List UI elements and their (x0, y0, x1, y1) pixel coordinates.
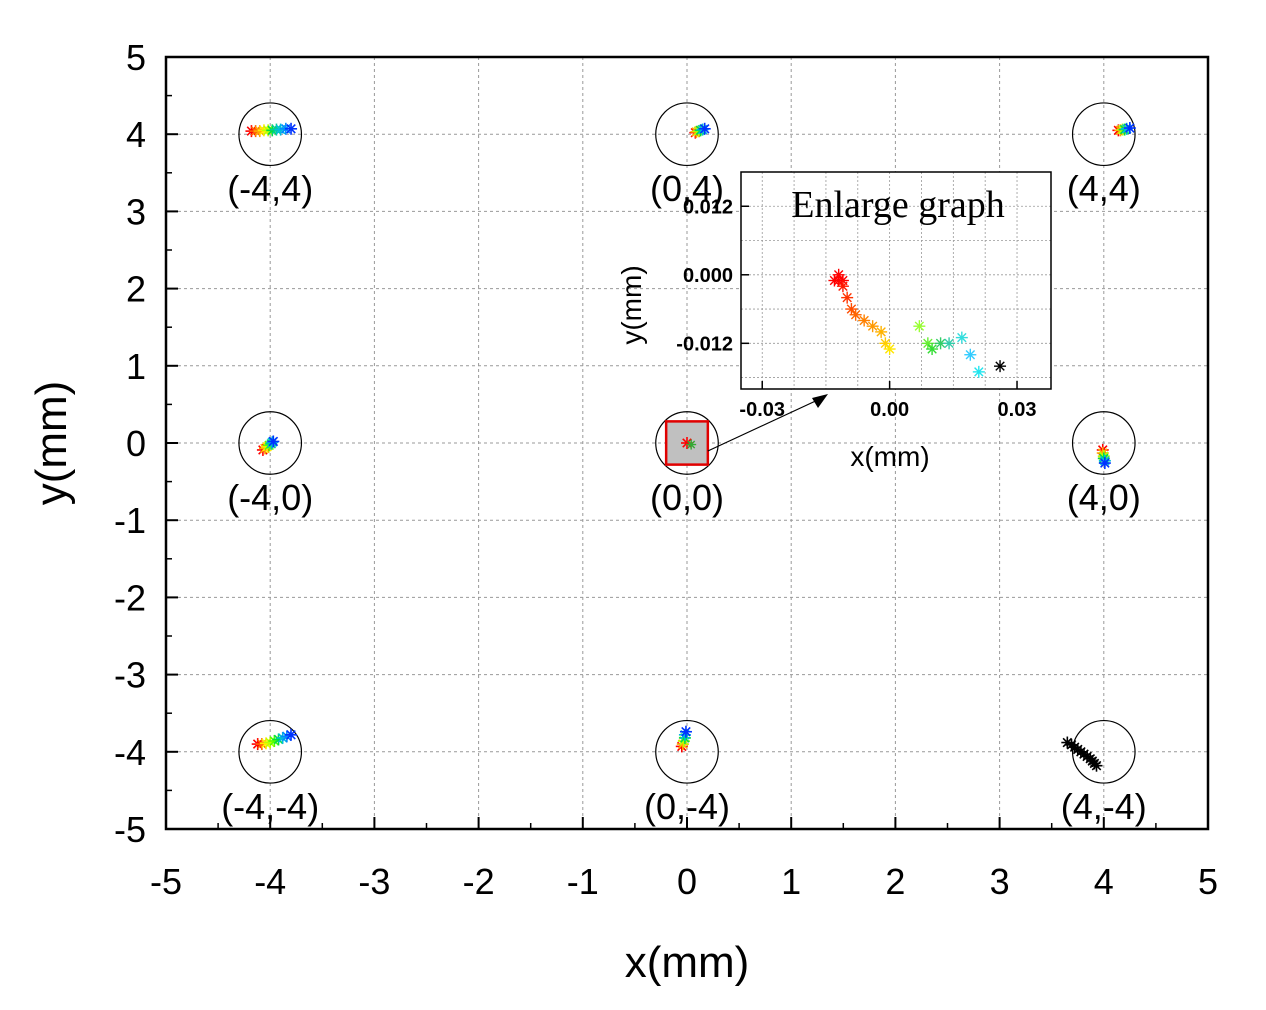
inset-chart: -0.03 0.00 0.03 0.012 0.000 -0.012 Enlarge gr… (616, 171, 1052, 472)
inset-x-tick-label: -0.03 (739, 399, 785, 421)
inset-grid (741, 172, 1051, 389)
y-tick-label: 5 (126, 37, 146, 78)
zoom-arrow-head (812, 394, 828, 408)
y-tick-label: 0 (126, 423, 146, 464)
data-point (285, 728, 298, 741)
inset-data-point (849, 308, 862, 321)
target-circle (1071, 102, 1136, 167)
y-tick-label: 3 (126, 191, 146, 232)
inset-y-axis-label: y(mm) (616, 265, 647, 344)
zoom-arrow-line (707, 397, 823, 452)
target-circle (1071, 411, 1136, 475)
target-circles (238, 102, 1136, 784)
data-point (1098, 457, 1111, 470)
target-circle (1071, 719, 1136, 784)
x-tick-label: 5 (1198, 861, 1218, 902)
main-axis-ticks (165, 56, 1209, 830)
inset-frame (740, 171, 1052, 390)
target-label: (4,4) (1067, 168, 1141, 209)
inset-data-point (934, 337, 947, 350)
y-tick-label: 4 (126, 114, 146, 155)
x-tick-label: 3 (990, 861, 1010, 902)
target-label: (0,4) (650, 168, 724, 209)
y-tick-label: -2 (114, 577, 146, 618)
inset-x-tick-label: 0.00 (870, 399, 909, 421)
target-circle (655, 411, 719, 475)
target-circle (655, 102, 719, 167)
zoom-highlight (664, 394, 828, 466)
inset-y-tick-label: 0.012 (683, 196, 733, 218)
x-tick-label: -1 (567, 861, 599, 902)
inset-data-point (858, 314, 871, 327)
inset-data-point (841, 291, 854, 304)
data-point (1090, 759, 1103, 772)
inset-data-point (883, 343, 896, 356)
y-tick-label: 2 (126, 269, 146, 310)
data-point (698, 122, 711, 135)
inset-data-point (913, 320, 926, 333)
y-tick-label: 1 (126, 346, 146, 387)
target-circle (655, 719, 719, 784)
inset-data-point (964, 348, 977, 361)
data-point (285, 122, 298, 135)
inset-x-axis-label: x(mm) (850, 441, 929, 472)
x-tick-label: 1 (781, 861, 801, 902)
inset-data-points (828, 268, 1007, 378)
inset-tick-labels: -0.03 0.00 0.03 0.012 0.000 -0.012 (676, 196, 1036, 421)
inset-data-point (955, 331, 968, 344)
inset-y-tick-label: 0.000 (683, 265, 733, 287)
inset-data-point (972, 365, 985, 378)
inset-data-point (866, 320, 879, 333)
y-tick-label: -3 (114, 655, 146, 696)
target-label: (-4,4) (227, 168, 313, 209)
inset-data-point (832, 268, 845, 281)
inset-data-point (875, 325, 888, 338)
inset-title: Enlarge graph (791, 184, 1005, 226)
inset-data-point (994, 360, 1007, 373)
target-label: (4,0) (1067, 477, 1141, 518)
inset-background (741, 172, 1051, 389)
target-circle (238, 102, 303, 167)
inset-data-point (926, 343, 939, 356)
x-axis-label: x(mm) (625, 938, 750, 987)
target-label: (-4,0) (227, 477, 313, 518)
inset-data-point (879, 337, 892, 350)
inset-data-point (943, 337, 956, 350)
y-tick-label: -5 (114, 809, 146, 850)
target-circle (238, 719, 303, 784)
target-label: (0,0) (650, 477, 724, 518)
target-labels: (-4,4) (0,4) (4,4)(-4,0) (0,0) (4,0)(-4,-4)(… (221, 168, 1147, 827)
data-point (1123, 122, 1136, 135)
x-tick-label: -3 (358, 861, 390, 902)
inset-axis-ticks (741, 205, 1018, 389)
y-tick-label: -4 (114, 732, 146, 773)
inset-data-point (836, 280, 849, 293)
main-tick-labels: -5 -4 -3 -2 -1 0 1 2 3 4 5 -5 -4 -3 -2 -1 0 1 2 3 4 5 (114, 37, 1218, 902)
x-tick-label: 0 (677, 861, 697, 902)
x-tick-label: 2 (885, 861, 905, 902)
zoom-box-point (686, 439, 697, 450)
x-tick-label: -5 (150, 861, 182, 902)
data-point (679, 725, 692, 738)
inset-x-tick-label: 0.03 (998, 399, 1037, 421)
x-tick-label: 4 (1094, 861, 1114, 902)
target-circle (238, 411, 303, 475)
y-axis-label: y(mm) (27, 381, 76, 506)
inset-y-tick-label: -0.012 (676, 333, 733, 355)
data-point (267, 435, 280, 448)
x-tick-label: -4 (254, 861, 286, 902)
x-tick-label: -2 (463, 861, 495, 902)
y-tick-label: -1 (114, 500, 146, 541)
